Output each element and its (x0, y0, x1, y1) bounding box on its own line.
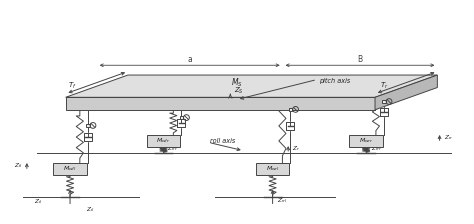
Text: $Z_S$: $Z_S$ (234, 85, 244, 95)
Text: $M_{wfl}$: $M_{wfl}$ (63, 165, 77, 173)
Text: $Z_{rrr}$: $Z_{rrr}$ (371, 144, 382, 153)
Polygon shape (65, 75, 438, 97)
Bar (289, 108, 292, 111)
Text: $Z_r$: $Z_r$ (292, 144, 300, 153)
Text: $T_r$: $T_r$ (380, 80, 388, 91)
Text: a: a (187, 55, 192, 65)
Text: roll axis: roll axis (210, 138, 236, 144)
Bar (256, 164, 289, 174)
Bar (86, 124, 90, 127)
Bar (180, 116, 183, 119)
Polygon shape (84, 133, 92, 141)
Bar (54, 164, 87, 174)
Text: pitch axis: pitch axis (319, 78, 351, 84)
Polygon shape (375, 75, 438, 110)
Text: B: B (357, 55, 363, 65)
Bar (349, 135, 383, 146)
Polygon shape (380, 108, 388, 116)
Polygon shape (65, 97, 375, 110)
Bar (382, 100, 386, 103)
Text: $M_S$: $M_S$ (231, 77, 243, 89)
Text: $Z_{rl}$: $Z_{rl}$ (34, 198, 43, 206)
Text: $T_f$: $T_f$ (68, 80, 77, 91)
Bar (147, 135, 180, 146)
Text: $Z_{fl}$: $Z_{fl}$ (14, 161, 22, 170)
Polygon shape (177, 119, 185, 127)
Text: $Z_{rl}$: $Z_{rl}$ (86, 205, 95, 213)
Text: $Z_{rfr}$: $Z_{rfr}$ (167, 144, 178, 153)
Text: $Z_{rr}$: $Z_{rr}$ (444, 133, 454, 142)
Text: $M_{wrl}$: $M_{wrl}$ (265, 165, 280, 173)
Polygon shape (286, 122, 294, 130)
Text: $Z_{rrl}$: $Z_{rrl}$ (277, 196, 288, 205)
Text: $M_{wrr}$: $M_{wrr}$ (359, 136, 374, 145)
Text: $M_{wfr}$: $M_{wfr}$ (156, 136, 171, 145)
